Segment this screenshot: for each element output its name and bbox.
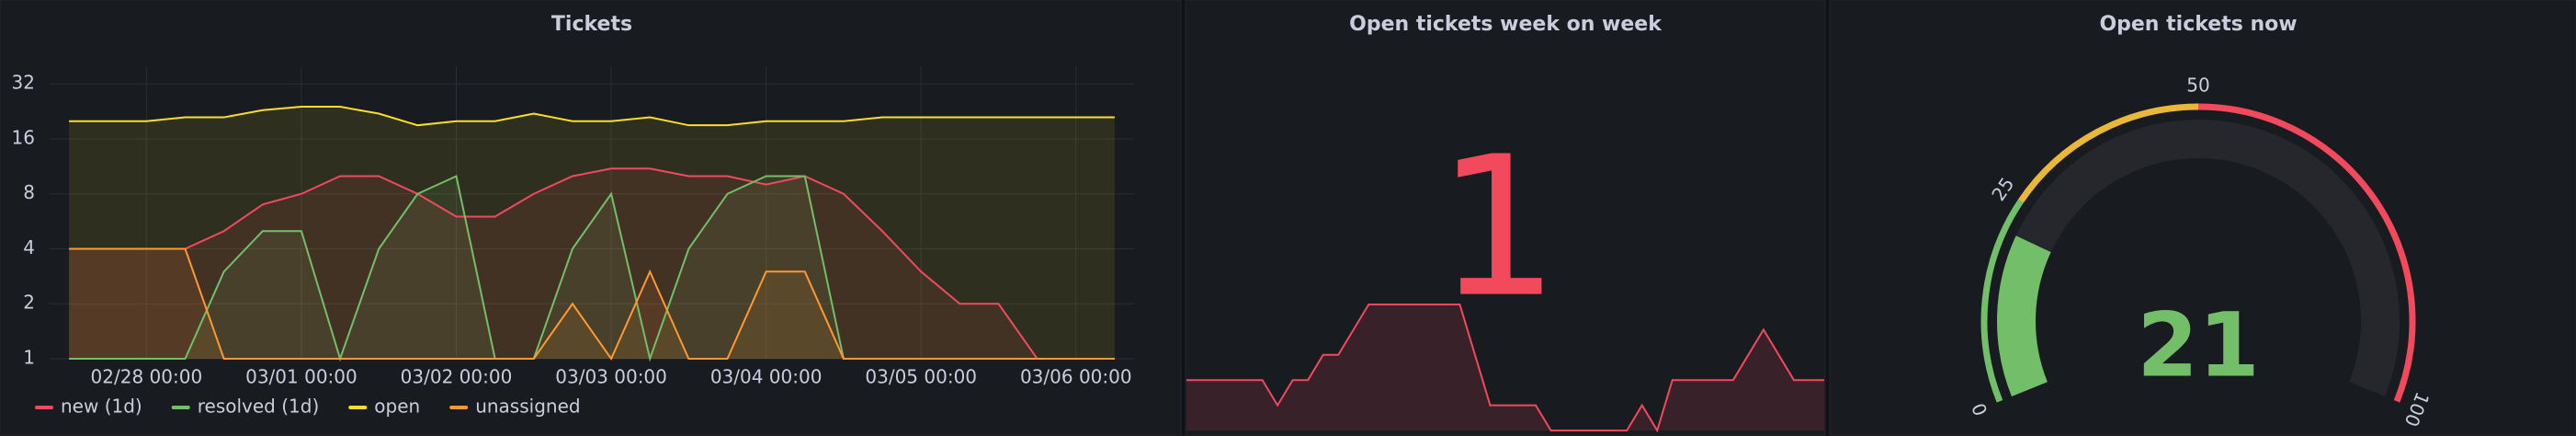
x-tick-label: 03/06 00:00 bbox=[1020, 366, 1132, 388]
gauge-tick-label: 50 bbox=[2186, 75, 2209, 97]
gauge-value bbox=[1997, 235, 2051, 397]
series-area bbox=[69, 176, 1115, 359]
series-line bbox=[69, 167, 1115, 360]
x-tick-label: 02/28 00:00 bbox=[91, 366, 203, 388]
series-area bbox=[69, 248, 1115, 359]
x-tick-label: 03/01 00:00 bbox=[245, 366, 357, 388]
panel-title: Open tickets week on week bbox=[1349, 13, 1662, 36]
x-tick-label: 03/03 00:00 bbox=[555, 366, 667, 388]
panel-title: Tickets bbox=[551, 13, 632, 36]
series-line bbox=[69, 247, 1115, 361]
panel bbox=[1185, 0, 1826, 436]
y-tick-label: 2 bbox=[23, 292, 35, 314]
legend-label: open bbox=[374, 396, 420, 418]
legend-label: resolved (1d) bbox=[198, 396, 320, 418]
panel bbox=[1829, 0, 2576, 436]
sparkline bbox=[1186, 304, 1824, 433]
y-tick-label: 8 bbox=[23, 181, 35, 203]
legend-label: new (1d) bbox=[61, 396, 142, 418]
y-tick-label: 1 bbox=[23, 347, 35, 369]
y-tick-label: 16 bbox=[12, 126, 35, 148]
threshold-arc bbox=[1980, 199, 2024, 403]
y-tick-label: 4 bbox=[23, 236, 35, 258]
sparkline-area bbox=[1186, 304, 1824, 430]
x-tick-label: 03/02 00:00 bbox=[401, 366, 513, 388]
gauge-value-label: 21 bbox=[2137, 293, 2260, 396]
legend-label: unassigned bbox=[475, 396, 580, 418]
panel bbox=[0, 0, 1182, 436]
stat-value: 1 bbox=[1436, 115, 1560, 340]
panel-title: Open tickets now bbox=[2099, 13, 2297, 36]
series-line bbox=[69, 106, 1115, 127]
x-tick-label: 03/05 00:00 bbox=[865, 366, 977, 388]
x-tick-label: 03/04 00:00 bbox=[710, 366, 823, 388]
series-area bbox=[69, 168, 1115, 359]
series-area bbox=[69, 107, 1115, 360]
y-tick-label: 32 bbox=[12, 72, 35, 94]
threshold-arc bbox=[2017, 103, 2199, 203]
threshold-arc bbox=[2197, 103, 2416, 403]
